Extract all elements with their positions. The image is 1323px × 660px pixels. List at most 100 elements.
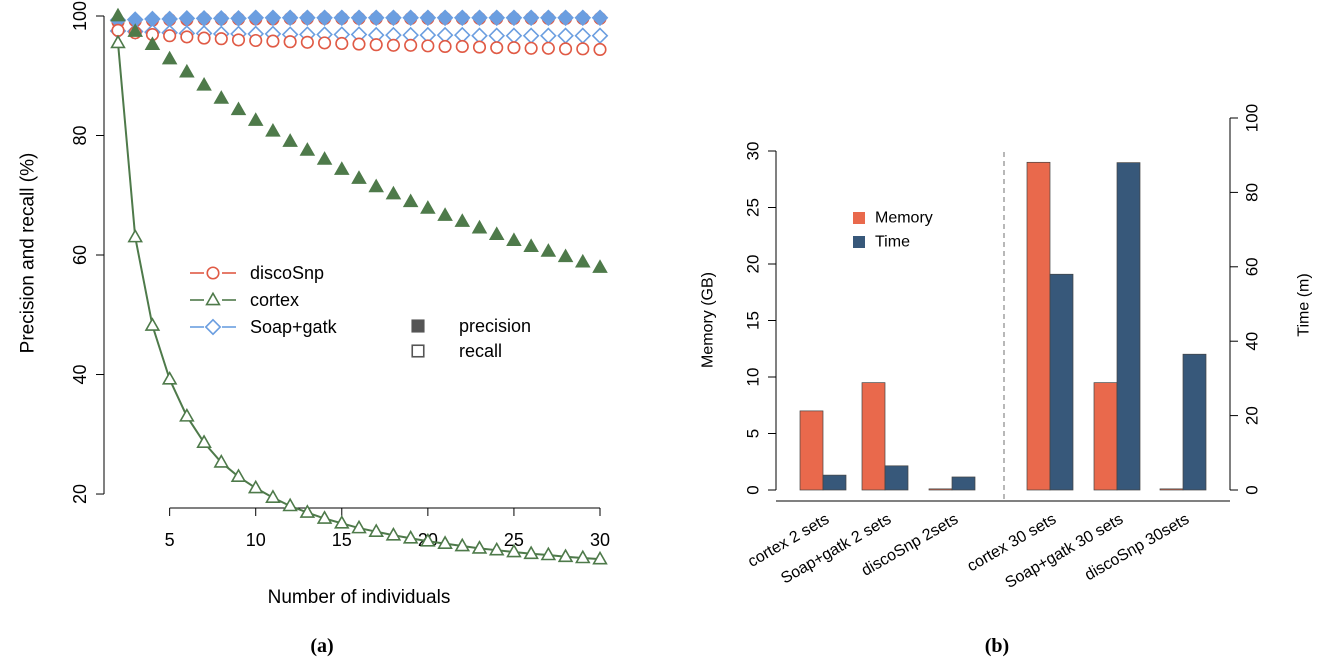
legend: discoSnpcortexSoap+gatk precisionrecall	[190, 263, 531, 361]
data-point	[558, 29, 572, 43]
bar-memory	[1094, 383, 1117, 490]
bar-memory	[862, 383, 885, 490]
data-point	[386, 11, 400, 25]
data-point	[335, 163, 348, 174]
x-tick-label: 10	[246, 530, 266, 550]
data-point	[491, 42, 503, 54]
bar-memory	[1160, 489, 1183, 490]
y-tick-label: 20	[70, 484, 90, 504]
bar-memory	[1027, 162, 1050, 490]
data-point	[405, 40, 417, 52]
data-point	[507, 29, 521, 43]
y-tick-label: 0	[744, 485, 763, 494]
data-point	[439, 209, 452, 220]
y-tick-label: 60	[1243, 257, 1262, 276]
data-point	[180, 410, 193, 421]
y-tick-label: 10	[744, 368, 763, 387]
category-label: Soap+gatk 30 sets	[1003, 511, 1127, 592]
data-point	[300, 11, 314, 25]
data-point	[197, 11, 211, 25]
data-point	[162, 12, 176, 26]
data-point	[508, 42, 520, 54]
panel-label: (a)	[310, 635, 333, 657]
data-point	[560, 43, 572, 55]
series-cortex-recall	[112, 36, 607, 563]
data-point	[317, 11, 331, 25]
data-point	[542, 245, 555, 256]
y-axis-label: Precision and recall (%)	[18, 153, 39, 354]
data-point	[198, 32, 210, 44]
y-tick-label: 100	[70, 1, 90, 31]
y-tick-label: 40	[1243, 332, 1262, 351]
bar-time	[1050, 274, 1073, 490]
y-tick-label: 15	[744, 311, 763, 330]
data-point	[507, 11, 521, 25]
data-point	[112, 36, 125, 47]
legend-label: Time	[875, 234, 910, 251]
y-axis-right: 020406080100	[1230, 104, 1262, 495]
bar-memory	[929, 489, 952, 490]
data-point	[543, 43, 555, 55]
y-tick-label: 100	[1243, 104, 1262, 132]
legend-label: recall	[459, 341, 502, 361]
data-point	[403, 11, 417, 25]
data-point	[267, 125, 280, 136]
bar-time	[1183, 354, 1206, 490]
data-point	[146, 319, 159, 330]
data-point	[541, 29, 555, 43]
data-point	[594, 261, 607, 272]
bar-memory	[800, 411, 823, 490]
legend-label: Soap+gatk	[250, 317, 338, 337]
data-point	[250, 35, 262, 47]
data-point	[558, 11, 572, 25]
legend-marker-circle	[207, 267, 219, 279]
y-axis-left-label: Memory (GB)	[700, 272, 717, 368]
y-tick-label: 20	[1243, 406, 1262, 425]
data-point	[404, 195, 417, 206]
data-point	[353, 38, 365, 50]
data-point	[593, 29, 607, 43]
data-point	[336, 38, 348, 50]
data-point	[388, 40, 400, 52]
data-point	[232, 103, 245, 114]
data-point	[370, 39, 382, 51]
data-point	[267, 491, 280, 502]
data-point	[267, 35, 279, 47]
data-point	[249, 481, 262, 492]
series-line	[118, 43, 600, 559]
y-tick-label: 80	[1243, 183, 1262, 202]
data-point	[438, 11, 452, 25]
data-point	[524, 11, 538, 25]
bar-time	[952, 477, 975, 490]
panel-b-memory-time-chart: 0 5 10 15 20 25 30 Memory (GB) 0 20 40 60 80 100 Time …	[700, 104, 1313, 657]
x-axis: cortex 2 setsSoap+gatk 2 setsdiscoSnp 2s…	[745, 511, 1192, 592]
legend-label: Memory	[875, 210, 933, 227]
data-point	[215, 92, 228, 103]
data-point	[164, 30, 176, 42]
legend-marker-triangle	[207, 293, 220, 304]
data-point	[112, 25, 124, 37]
legend-label: cortex	[250, 290, 299, 310]
data-point	[387, 187, 400, 198]
bar-time	[1117, 163, 1140, 490]
data-point	[146, 38, 159, 49]
y-tick-label: 5	[744, 429, 763, 438]
data-point	[284, 135, 297, 146]
data-point	[231, 11, 245, 25]
x-tick-label: 5	[165, 530, 175, 550]
data-point	[163, 373, 176, 384]
y-axis: 20 40 60 80 100	[70, 1, 104, 504]
data-point	[439, 41, 451, 53]
bars	[800, 162, 1206, 490]
data-point	[302, 37, 314, 49]
data-point	[335, 11, 349, 25]
data-point	[283, 11, 297, 25]
data-point	[576, 11, 590, 25]
y-tick-label: 30	[744, 142, 763, 161]
series-soapgatk-precision	[111, 11, 607, 28]
y-tick-label: 60	[70, 245, 90, 265]
y-tick-label: 25	[744, 198, 763, 217]
data-point	[490, 29, 504, 43]
data-point	[473, 221, 486, 232]
